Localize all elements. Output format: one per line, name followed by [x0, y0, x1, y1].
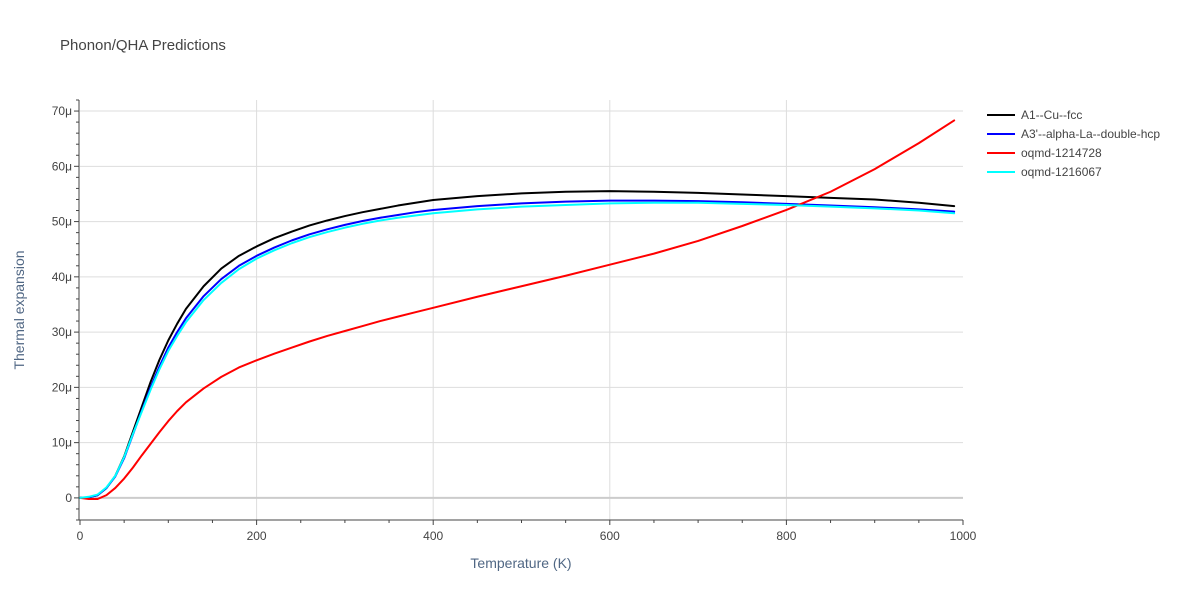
series-layer	[79, 119, 956, 500]
legend-item[interactable]: A1--Cu--fcc	[987, 108, 1082, 122]
x-tick-label: 400	[423, 529, 443, 543]
y-tick-label: 70μ	[52, 104, 72, 118]
series-line-3	[79, 119, 956, 500]
y-tick-label: 30μ	[52, 325, 72, 339]
axis-layer: 0 200 400 600 800 1000 0 10μ 20μ 30μ 40μ 50μ 60μ 70μ	[52, 99, 977, 543]
legend[interactable]: A1--Cu--fcc A3'--alpha-La--double-hcp oqmd…	[987, 108, 1160, 179]
y-tick-label: 0	[65, 491, 72, 505]
y-tick-label: 20μ	[52, 380, 72, 394]
legend-label: oqmd-1214728	[1021, 146, 1102, 160]
x-tick-label: 600	[600, 529, 620, 543]
x-tick-label: 200	[247, 529, 267, 543]
y-tick-label: 40μ	[52, 270, 72, 284]
legend-item[interactable]: oqmd-1214728	[987, 146, 1102, 160]
legend-item[interactable]: A3'--alpha-La--double-hcp	[987, 127, 1160, 141]
y-tick-label: 10μ	[52, 436, 72, 450]
legend-label: oqmd-1216067	[1021, 165, 1102, 179]
y-tick-label: 60μ	[52, 159, 72, 173]
x-tick-label: 1000	[950, 529, 977, 543]
series-line-1	[79, 190, 956, 499]
legend-label: A1--Cu--fcc	[1021, 108, 1082, 122]
grid-layer	[80, 100, 963, 520]
series-line-2	[79, 199, 956, 499]
legend-item[interactable]: oqmd-1216067	[987, 165, 1102, 179]
series-line-4	[79, 201, 956, 499]
x-axis-title: Temperature (K)	[470, 555, 571, 571]
x-tick-label: 0	[77, 529, 84, 543]
y-axis-title: Thermal expansion	[11, 250, 27, 369]
x-tick-label: 800	[776, 529, 796, 543]
y-tick-label: 50μ	[52, 215, 72, 229]
legend-label: A3'--alpha-La--double-hcp	[1021, 127, 1160, 141]
chart-title: Phonon/QHA Predictions	[60, 37, 226, 54]
